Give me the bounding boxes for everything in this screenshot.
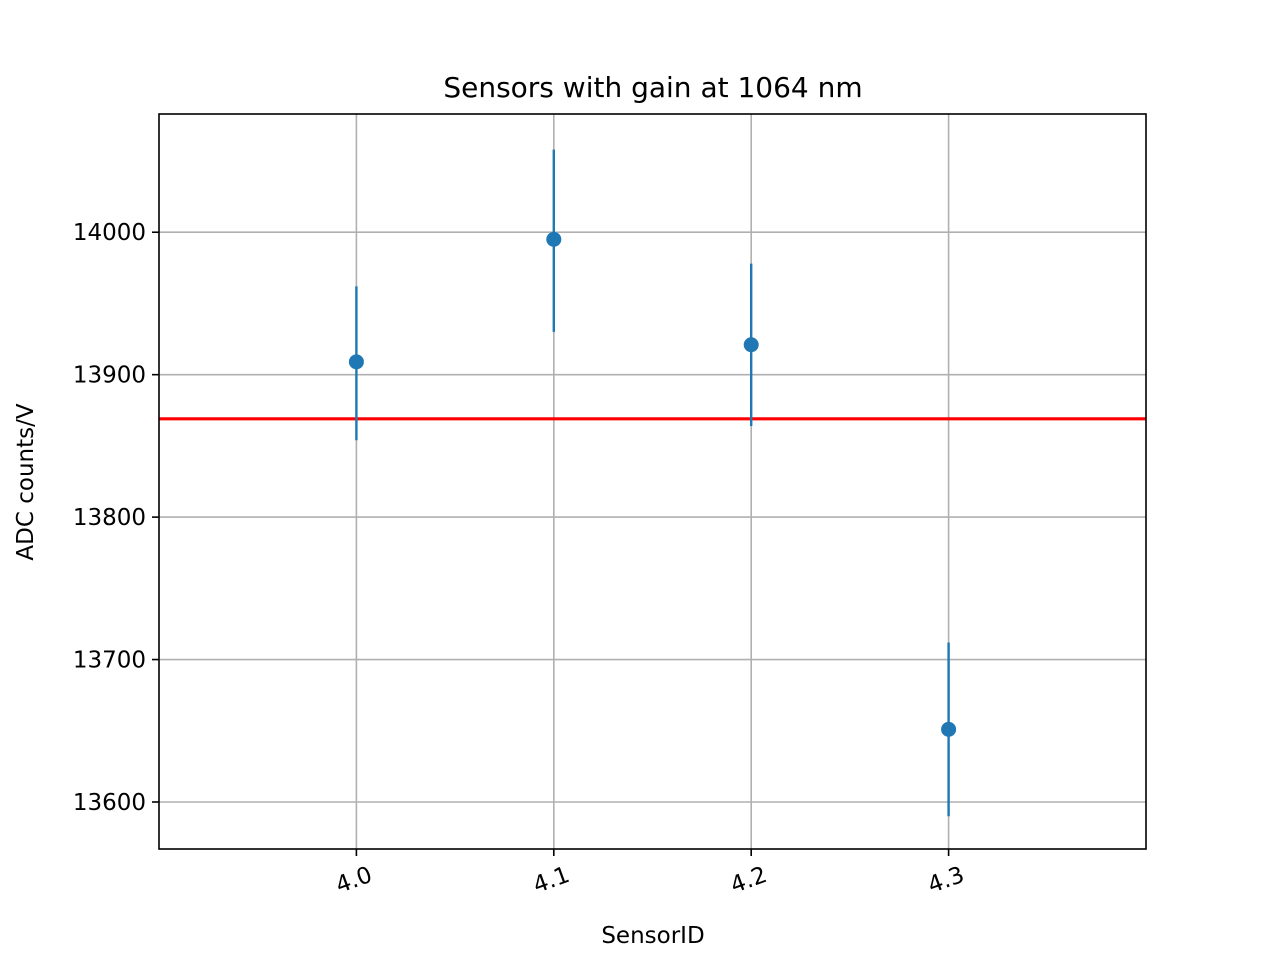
chart-title: Sensors with gain at 1064 nm [443, 71, 862, 104]
y-tick-label: 13700 [73, 648, 146, 674]
y-tick-label: 13600 [73, 790, 146, 816]
x-tick-label: 4.2 [727, 862, 770, 899]
y-tick-label: 14000 [73, 220, 146, 246]
data-point [743, 337, 759, 353]
y-tick-label: 13800 [73, 505, 146, 531]
data-points [348, 149, 957, 817]
plot-frame [158, 113, 1147, 850]
y-tick-label: 13900 [73, 363, 146, 389]
x-tick-label: 4.0 [332, 862, 375, 899]
x-tick-label: 4.3 [925, 862, 968, 899]
x-axis-label: SensorID [601, 923, 704, 949]
data-point [348, 354, 364, 370]
data-point [546, 231, 562, 247]
data-point [941, 721, 957, 737]
ticks: 4.0 4.1 4.2 4.3 13600 13700 13800 13900 14000 [73, 220, 968, 899]
grid [159, 114, 1146, 849]
x-tick-label: 4.1 [530, 862, 573, 899]
y-axis-label: ADC counts/V [13, 403, 39, 560]
